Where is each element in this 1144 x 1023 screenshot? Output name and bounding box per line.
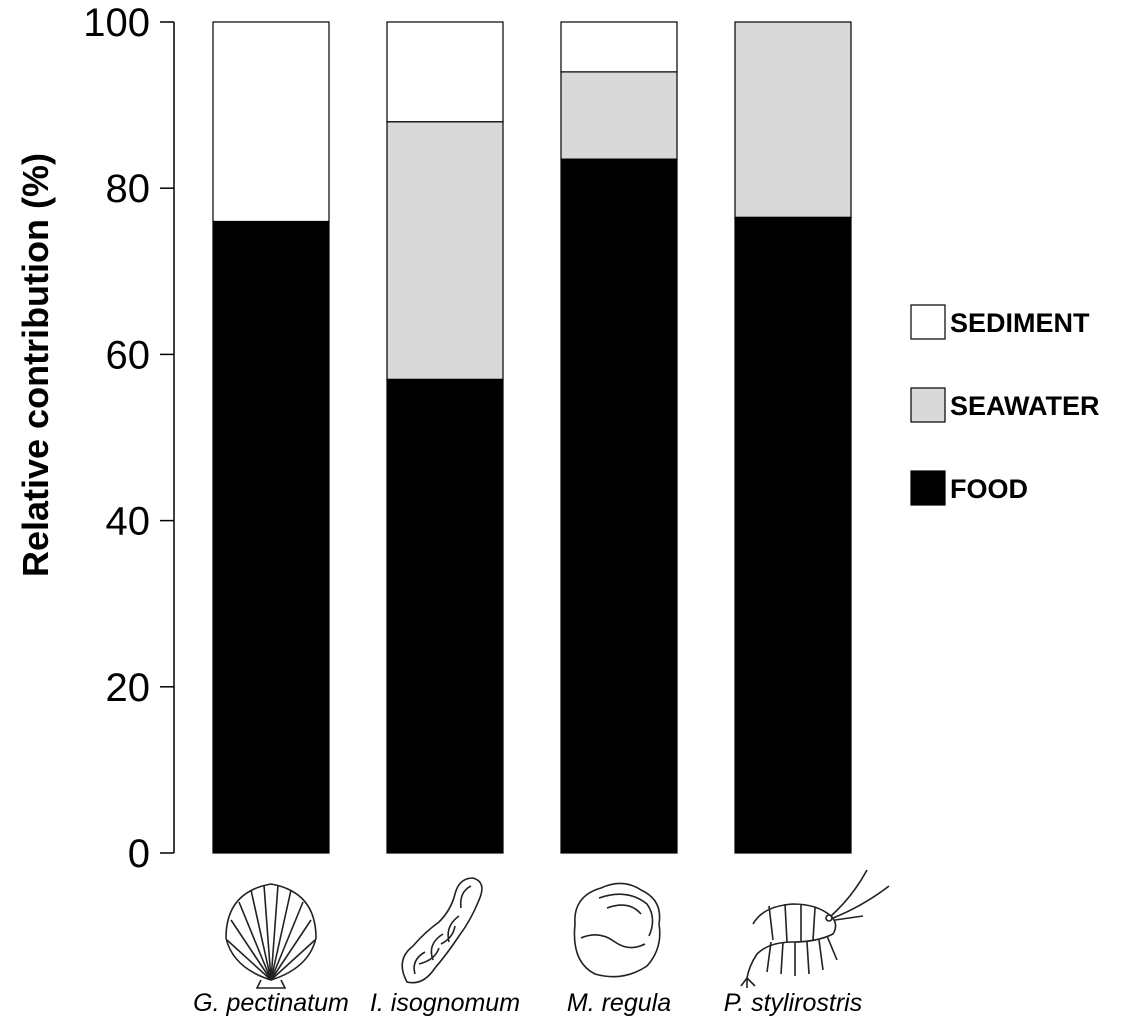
bar-seawater-2: [386, 121, 504, 380]
bars: [212, 21, 852, 854]
legend-swatch-sediment: [910, 304, 946, 340]
clam-icon: [573, 882, 661, 978]
category-label: M. regula: [567, 989, 671, 1017]
bar-sediment-3: [560, 21, 678, 73]
y-tick-label: 100: [83, 1, 150, 45]
scallop-icon: [225, 883, 317, 989]
category-icons: [225, 869, 890, 989]
y-tick-label: 40: [106, 500, 151, 544]
legend-label-seawater: SEAWATER: [950, 391, 1100, 421]
legend-swatch-food: [910, 470, 946, 506]
category-label: G. pectinatum: [193, 989, 349, 1017]
y-tick-label: 0: [128, 832, 150, 876]
category-label: P. stylirostris: [724, 989, 862, 1017]
category-labels: G. pectinatum I. isognomum M. regula P. sty…: [193, 989, 862, 1017]
legend: SEDIMENT SEAWATER FOOD: [910, 304, 1100, 506]
shrimp-icon: [740, 869, 890, 988]
bar-food-3: [560, 158, 678, 854]
bar-sediment-2: [386, 21, 504, 123]
bar-seawater-3: [560, 71, 678, 160]
bar-food-2: [386, 378, 504, 854]
bar-seawater-4: [734, 21, 852, 218]
bar-food-4: [734, 216, 852, 854]
y-tick-label: 20: [106, 666, 151, 710]
oyster-icon: [401, 877, 483, 984]
bar-food-1: [212, 220, 330, 854]
y-tick-label: 80: [106, 167, 151, 211]
bar-sediment-1: [212, 21, 330, 223]
legend-swatch-seawater: [910, 387, 946, 423]
y-tick-label: 60: [106, 333, 151, 377]
legend-label-food: FOOD: [950, 474, 1028, 504]
category-label: I. isognomum: [370, 989, 520, 1017]
y-axis: 0 20 40 60 80 100: [83, 1, 175, 876]
y-axis-label: Relative contribution (%): [15, 153, 56, 577]
legend-label-sediment: SEDIMENT: [950, 308, 1090, 338]
